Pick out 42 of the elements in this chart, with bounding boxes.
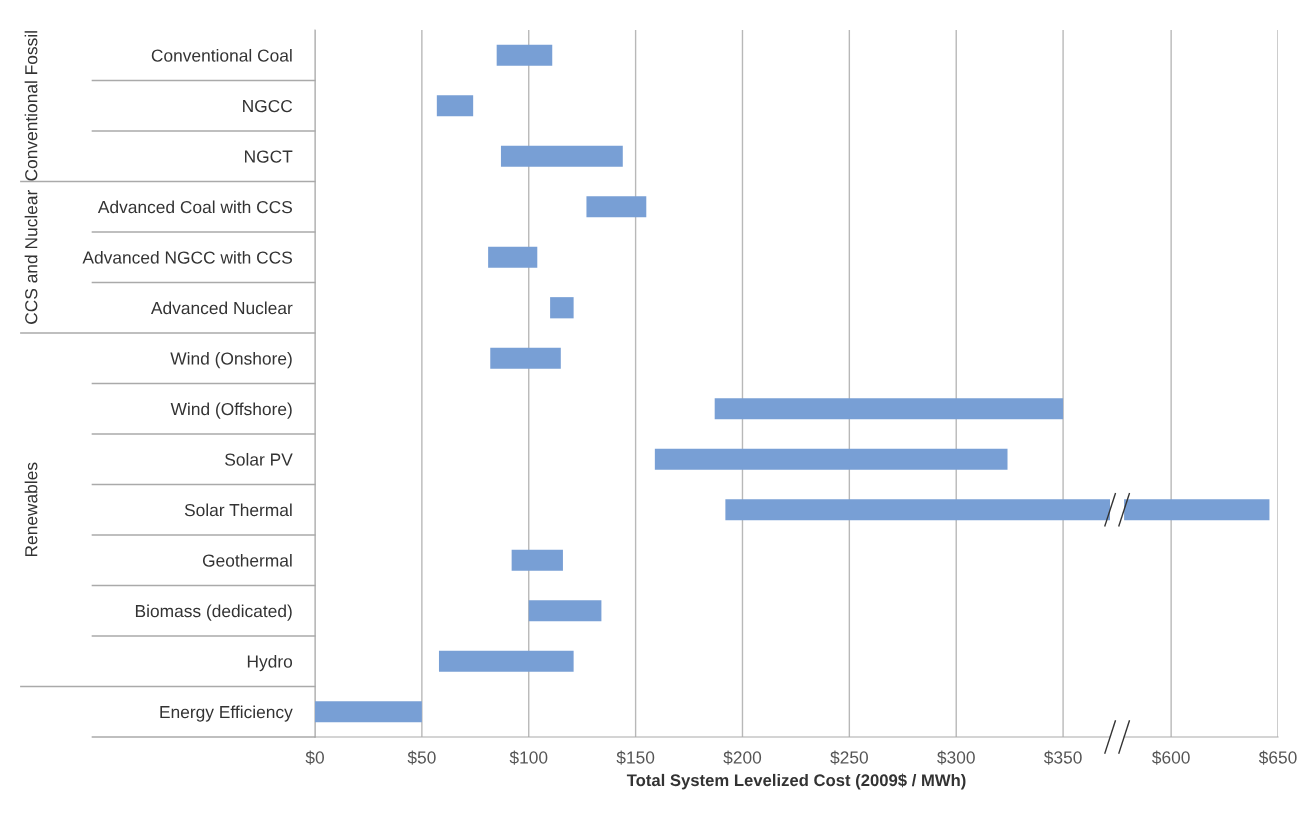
y-tick-label: NGCT	[245, 150, 293, 163]
x-tick-label: $350	[1043, 750, 1082, 765]
bar	[714, 398, 1064, 420]
x-tick-label: $100	[509, 750, 548, 765]
text: Conventional Fossil	[24, 31, 38, 181]
y-tick-label: Geothermal	[202, 553, 292, 567]
bar	[550, 297, 574, 319]
bar	[488, 246, 538, 268]
y-tick-label: Solar Thermal	[184, 503, 292, 517]
bar	[654, 448, 1008, 470]
y-tick-label: NGCC	[243, 99, 293, 113]
x-tick-label: $150	[616, 750, 655, 765]
bar	[500, 145, 623, 167]
x-axis-title: Total System Levelized Cost (2009$ / MWh)	[626, 773, 966, 790]
y-tick-label: Hydro	[247, 654, 293, 672]
bar	[586, 196, 647, 218]
bar	[315, 701, 422, 723]
y-tick-label: Advanced Coal with CCS	[97, 200, 292, 214]
bar	[438, 650, 574, 672]
text: CCS and Nuclear	[24, 189, 38, 324]
text: Renewables	[24, 462, 38, 557]
x-tick-label: $50	[407, 750, 436, 765]
y-tick-label: Advanced Nuclear	[150, 301, 293, 315]
x-tick-label: $0	[305, 750, 324, 765]
bar	[436, 95, 474, 117]
x-tick-label: $650	[1258, 750, 1297, 765]
x-tick-label: $250	[830, 750, 868, 765]
y-tick-label: Wind (Onshore)	[170, 351, 292, 369]
x-tick-label: $200	[723, 750, 762, 765]
y-tick-label: Energy Efficiency	[160, 705, 293, 722]
y-tick-label: Solar PV	[225, 452, 293, 466]
bar	[725, 499, 1111, 521]
bar	[528, 600, 602, 622]
bar	[511, 549, 563, 571]
x-tick-label: $300	[937, 750, 975, 765]
bar	[490, 347, 561, 369]
y-tick-label: Conventional Coal	[151, 48, 292, 62]
y-tick-label: Biomass (dedicated)	[135, 604, 292, 621]
x-tick-label: $600	[1152, 750, 1190, 765]
bar	[496, 44, 553, 66]
y-tick-label: Wind (Offshore)	[170, 402, 292, 419]
y-tick-label: Advanced NGCC with CCS	[82, 250, 292, 264]
